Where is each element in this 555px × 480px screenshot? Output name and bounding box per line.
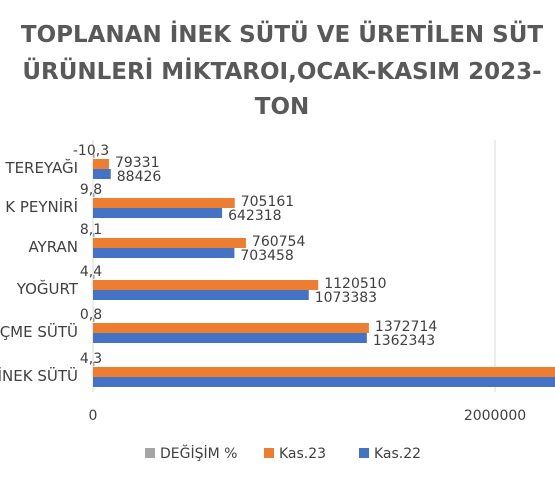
category-label: İNEK SÜTÜ xyxy=(0,366,78,385)
bar-kas22 xyxy=(93,377,555,387)
bar-kas22 xyxy=(93,333,367,343)
x-tick-label: 0 xyxy=(89,408,98,424)
data-label: 705161 xyxy=(241,194,294,210)
x-tick-label: 2000000 xyxy=(464,408,526,424)
legend-swatch-kas23 xyxy=(264,448,274,458)
category-label: İÇME SÜTÜ xyxy=(0,322,78,341)
bar-kas23 xyxy=(93,238,246,248)
bars xyxy=(92,154,555,387)
data-label: 8,1 xyxy=(80,222,102,238)
legend-label-kas23: Kas.23 xyxy=(279,446,326,462)
gridlines xyxy=(92,140,496,392)
data-label: 4,4 xyxy=(80,264,102,280)
data-label: 1362343 xyxy=(373,333,435,349)
bar-dem xyxy=(93,362,95,366)
chart-title-line-1: TOPLANAN İNEK SÜTÜ VE ÜRETİLEN SÜT xyxy=(21,20,544,48)
bar-kas22 xyxy=(93,169,111,179)
category-label: K PEYNİRİ xyxy=(5,197,78,216)
bar-dem xyxy=(93,233,95,237)
data-label: 760754 xyxy=(252,234,306,250)
category-labels: İNEK SÜTÜ İÇME SÜTÜ YOĞURT AYRAN K PEYNİRİ TE… xyxy=(0,158,79,385)
bar-kas23 xyxy=(93,198,235,208)
category-label: TEREYAĞI xyxy=(4,158,78,177)
bar-dem xyxy=(93,193,95,197)
data-label: 1120510 xyxy=(324,276,386,292)
bar-kas23 xyxy=(93,280,319,290)
bar-kas22 xyxy=(93,290,309,300)
legend: DEĞİŞİM % Kas.23 Kas.22 xyxy=(145,444,421,462)
chart-title-line-2: ÜRÜNLERİ MİKTAROI,OCAK-KASIM 2023- xyxy=(22,57,541,85)
bar-dem xyxy=(93,318,95,322)
legend-swatch-degisim xyxy=(145,448,155,458)
data-label: 642318 xyxy=(228,208,281,224)
bar-kas23 xyxy=(93,159,109,169)
category-label: AYRAN xyxy=(28,238,78,256)
data-label: 703458 xyxy=(240,248,293,264)
legend-label-kas22: Kas.22 xyxy=(374,446,421,462)
x-axis-tick-labels: 000002000000400000060000008000000 xyxy=(89,408,527,424)
legend-label-degisim: DEĞİŞİM % xyxy=(160,444,237,462)
data-label: 1372714 xyxy=(375,319,437,335)
bar-kas22 xyxy=(93,208,223,218)
bar-kas22 xyxy=(93,248,235,258)
data-label: -10,3 xyxy=(73,143,109,159)
data-label: 79331 xyxy=(115,155,160,171)
category-label: YOĞURT xyxy=(16,279,79,298)
bar-dem xyxy=(92,154,95,158)
bar-dem xyxy=(93,275,95,279)
legend-swatch-kas22 xyxy=(359,448,369,458)
data-label: 88426 xyxy=(117,169,162,185)
data-label: 1073383 xyxy=(315,290,377,306)
bar-kas23 xyxy=(93,323,369,333)
data-label: 9,8 xyxy=(80,182,102,198)
data-label: 4,3 xyxy=(80,351,102,367)
data-label: 0,8 xyxy=(80,307,102,323)
chart-title-line-3: TON xyxy=(255,94,310,120)
bar-kas23 xyxy=(93,367,555,377)
